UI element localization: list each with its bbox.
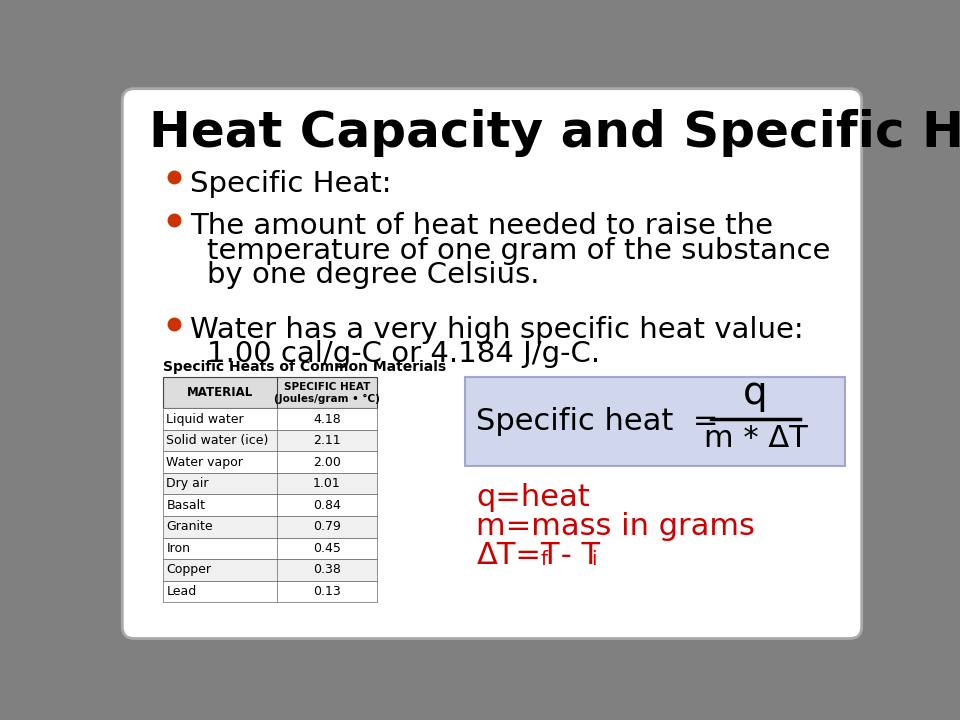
Text: 2.11: 2.11 <box>313 434 341 447</box>
Text: 0.79: 0.79 <box>313 521 341 534</box>
Bar <box>465 377 845 466</box>
FancyBboxPatch shape <box>122 89 862 639</box>
Text: Specific Heat:: Specific Heat: <box>190 169 392 197</box>
Bar <box>162 408 376 430</box>
Text: Water vapor: Water vapor <box>166 456 244 469</box>
Text: 0.38: 0.38 <box>313 564 341 577</box>
Text: Iron: Iron <box>166 542 190 555</box>
Bar <box>162 538 376 559</box>
Text: 0.13: 0.13 <box>313 585 341 598</box>
Bar <box>162 377 376 408</box>
Text: 2.00: 2.00 <box>313 456 341 469</box>
Text: i: i <box>591 550 597 569</box>
Text: Granite: Granite <box>166 521 213 534</box>
Text: Specific heat  =: Specific heat = <box>476 408 719 436</box>
Text: q=heat: q=heat <box>476 483 590 512</box>
Text: f: f <box>540 550 547 569</box>
Text: Basalt: Basalt <box>166 499 205 512</box>
Bar <box>162 495 376 516</box>
Bar <box>162 559 376 581</box>
Text: by one degree Celsius.: by one degree Celsius. <box>206 261 540 289</box>
Text: Copper: Copper <box>166 564 211 577</box>
Text: 1.00 cal/g-C or 4.184 J/g-C.: 1.00 cal/g-C or 4.184 J/g-C. <box>206 341 600 369</box>
Text: 0.84: 0.84 <box>313 499 341 512</box>
Text: Lead: Lead <box>166 585 197 598</box>
Text: 4.18: 4.18 <box>313 413 341 426</box>
Text: SPECIFIC HEAT
(Joules/gram • °C): SPECIFIC HEAT (Joules/gram • °C) <box>274 382 380 404</box>
Text: temperature of one gram of the substance: temperature of one gram of the substance <box>206 237 830 264</box>
Text: 1.01: 1.01 <box>313 477 341 490</box>
Text: - T: - T <box>551 541 600 570</box>
Text: MATERIAL: MATERIAL <box>187 387 253 400</box>
Bar <box>162 581 376 603</box>
Text: Solid water (ice): Solid water (ice) <box>166 434 269 447</box>
Text: The amount of heat needed to raise the: The amount of heat needed to raise the <box>190 212 773 240</box>
Text: Liquid water: Liquid water <box>166 413 244 426</box>
Text: 0.45: 0.45 <box>313 542 341 555</box>
Text: Dry air: Dry air <box>166 477 209 490</box>
Bar <box>162 451 376 473</box>
Text: Specific Heats of Common Materials: Specific Heats of Common Materials <box>162 361 445 374</box>
Text: q: q <box>743 374 768 413</box>
Bar <box>162 516 376 538</box>
Bar <box>162 473 376 495</box>
Text: Water has a very high specific heat value:: Water has a very high specific heat valu… <box>190 316 804 344</box>
Bar <box>162 430 376 451</box>
Text: m=mass in grams: m=mass in grams <box>476 512 756 541</box>
Text: Heat Capacity and Specific Heat: Heat Capacity and Specific Heat <box>150 109 960 158</box>
Text: m * ΔT: m * ΔT <box>704 424 807 453</box>
Text: ΔT=T: ΔT=T <box>476 541 560 570</box>
